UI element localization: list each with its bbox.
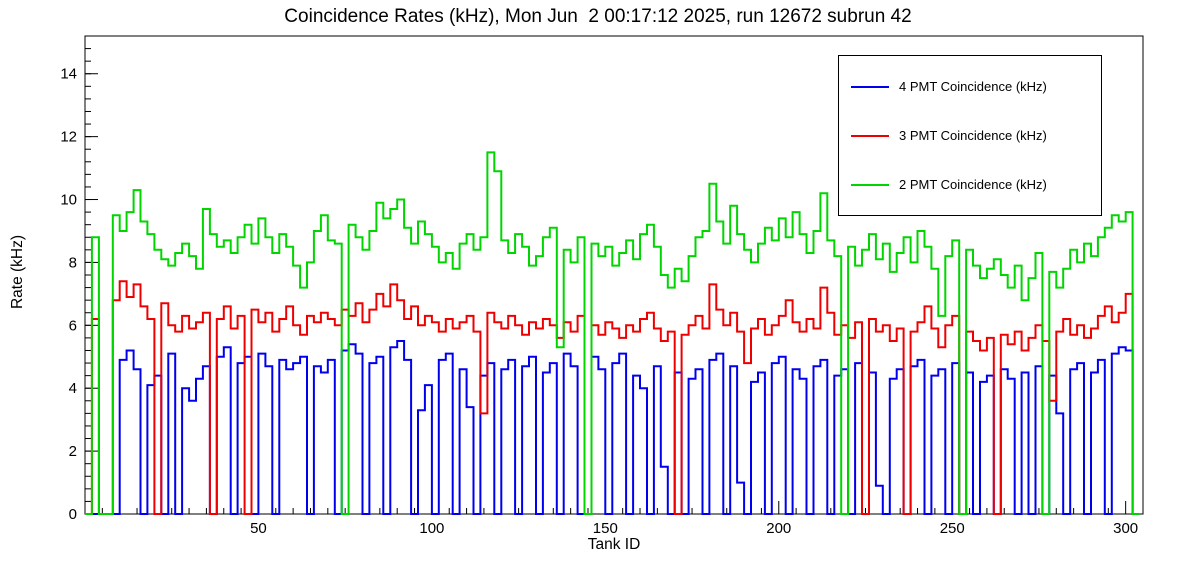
y-tick-label: 4 [69,380,77,397]
x-tick-label: 200 [766,520,791,537]
legend-label-3pmt: 3 PMT Coincidence (kHz) [899,128,1047,143]
series-2pmt [85,151,1140,515]
y-axis-label: Rate (kHz) [9,234,26,310]
legend-label-4pmt: 4 PMT Coincidence (kHz) [899,79,1047,94]
series-4pmt [85,340,1140,515]
legend-label-2pmt: 2 PMT Coincidence (kHz) [899,177,1047,192]
y-tick-label: 8 [69,254,77,271]
y-tick-label: 6 [69,317,77,334]
x-tick-label: 100 [419,520,444,537]
x-tick-label: 50 [250,520,267,537]
chart-title: Coincidence Rates (kHz), Mon Jun 2 00:17… [284,6,912,27]
y-tick-label: 12 [60,129,77,146]
y-tick-label: 14 [60,66,77,83]
legend-line-4pmt-icon [851,85,889,88]
y-tick-label: 2 [69,443,77,460]
y-tick-label: 0 [69,506,77,523]
legend-item-4pmt: 4 PMT Coincidence (kHz) [839,79,1101,94]
x-tick-label: 250 [940,520,965,537]
legend-item-2pmt: 2 PMT Coincidence (kHz) [839,177,1101,192]
x-tick-label: 150 [593,520,618,537]
y-tick-label: 10 [60,192,77,209]
x-axis-label: Tank ID [587,536,641,553]
legend-item-3pmt: 3 PMT Coincidence (kHz) [839,128,1101,143]
legend: 4 PMT Coincidence (kHz) 3 PMT Coincidenc… [838,55,1102,216]
x-tick-label: 300 [1113,520,1138,537]
legend-line-2pmt-icon [851,183,889,186]
legend-line-3pmt-icon [851,134,889,137]
